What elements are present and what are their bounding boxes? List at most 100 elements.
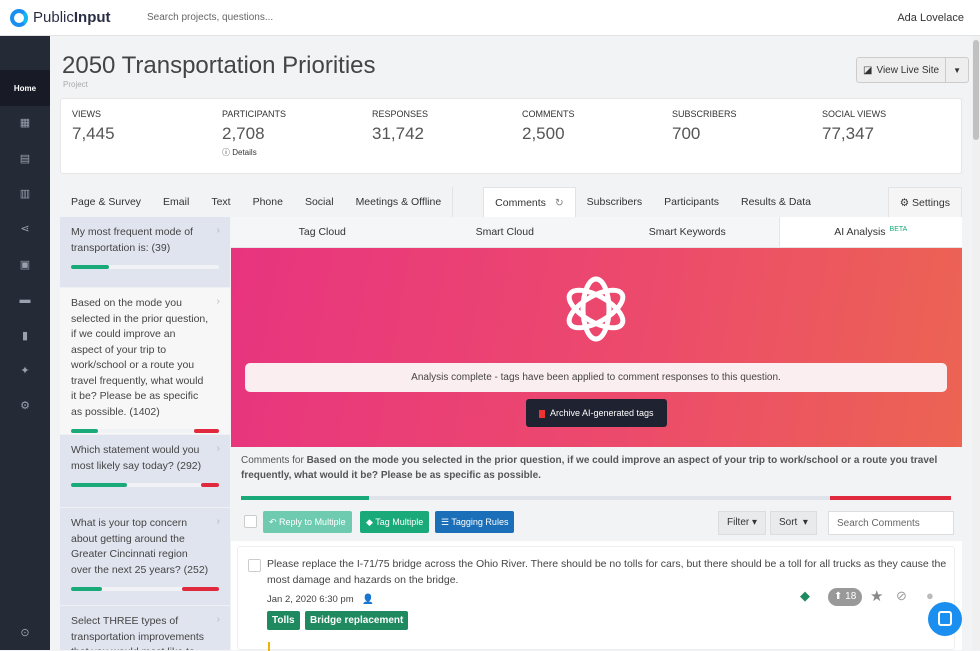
help-icon[interactable]: ⊙	[20, 627, 30, 639]
question-item[interactable]: › Based on the mode you selected in the p…	[60, 288, 230, 435]
subtab-smart-cloud[interactable]: Smart Cloud	[413, 217, 596, 247]
subtab-ai-analysis[interactable]: AI Analysis BETA	[778, 217, 962, 247]
analysis-panel: Tag Cloud Smart Cloud Smart Keywords AI …	[231, 217, 962, 650]
page-subtitle: Project	[63, 80, 88, 89]
reply-multiple-button[interactable]: ↶ Reply to Multiple	[263, 511, 352, 533]
tab-results[interactable]: Results & Data	[740, 196, 812, 208]
global-search-input[interactable]	[147, 12, 447, 23]
comment-date: Jan 2, 2020 6:30 pm 👤	[267, 594, 375, 605]
tab-subscribers[interactable]: Subscribers	[586, 196, 643, 208]
chat-launcher-button[interactable]	[928, 602, 962, 636]
view-live-site-button[interactable]: ◪ View Live Site ▼	[856, 57, 970, 83]
user-icon[interactable]: 👤	[362, 594, 375, 605]
logo[interactable]: PublicInput	[10, 8, 147, 27]
question-item[interactable]: › Select THREE types of transportation im…	[60, 606, 230, 650]
contacts-icon[interactable]: ▣	[19, 259, 31, 271]
chevron-right-icon: ›	[216, 224, 221, 236]
top-bar: PublicInput Ada Lovelace	[0, 0, 980, 36]
question-sentiment-bar	[71, 429, 219, 433]
document-icon[interactable]: ▤	[19, 153, 31, 165]
stat-subscribers: SUBSCRIBERS 700	[672, 109, 737, 143]
upvote-count[interactable]: ⬆ 18	[828, 588, 863, 606]
question-item[interactable]: › What is your top concern about getting …	[60, 508, 230, 606]
openai-logo-icon	[566, 276, 626, 342]
moderate-icon[interactable]: ●	[926, 588, 934, 603]
external-link-icon: ◪	[863, 64, 873, 76]
inbox-icon[interactable]: ▬	[19, 294, 31, 306]
refresh-icon[interactable]: ↻	[554, 197, 564, 209]
star-icon[interactable]: ★	[870, 588, 884, 605]
list-icon: ☰	[441, 517, 452, 527]
comment-checkbox[interactable]	[248, 559, 261, 572]
positive-fill	[71, 429, 98, 433]
hide-icon[interactable]: ⊘	[896, 588, 907, 603]
info-icon: ⓘ	[222, 148, 233, 157]
stats-panel: VIEWS 7,445 PARTICIPANTS 2,708 ⓘ Details RE…	[60, 98, 962, 174]
question-sentiment-bar	[71, 483, 219, 487]
question-text: What is your top concern about getting a…	[71, 517, 209, 576]
tagging-rules-button[interactable]: ☰ Tagging Rules	[435, 511, 515, 533]
positive-fill	[241, 496, 369, 500]
question-text: Select THREE types of transportation imp…	[71, 615, 205, 650]
brand-prefix: Public	[33, 9, 74, 26]
brand-suffix: Input	[73, 9, 111, 26]
sidebar-item-home[interactable]: Home	[0, 70, 50, 106]
ai-banner: Analysis complete - tags have been appli…	[231, 248, 962, 447]
tab-email[interactable]: Email	[163, 196, 190, 208]
tag-chip[interactable]: Bridge replacement	[305, 611, 409, 630]
subtab-tag-cloud[interactable]: Tag Cloud	[231, 217, 414, 247]
stat-social-views: SOCIAL VIEWS 77,347	[822, 109, 887, 143]
gear-icon: ⚙	[899, 197, 910, 209]
book-icon[interactable]: ▮	[21, 330, 29, 342]
logo-icon	[10, 8, 28, 27]
sparkle-icon[interactable]: ✦	[20, 365, 30, 377]
question-sentiment-bar	[71, 265, 219, 269]
chevron-right-icon: ›	[216, 442, 221, 454]
negative-fill	[182, 587, 219, 591]
tab-meetings[interactable]: Meetings & Offline	[345, 187, 454, 217]
question-text: Based on the mode you selected in the pr…	[71, 297, 209, 418]
beta-badge: BETA	[889, 226, 908, 233]
comment-text: Please replace the I-71/75 bridge across…	[267, 558, 947, 586]
filter-button[interactable]: Filter ▾	[718, 511, 767, 535]
tab-text[interactable]: Text	[211, 196, 231, 208]
select-all-checkbox[interactable]	[244, 515, 257, 528]
question-item[interactable]: › My most frequent mode of transportation…	[60, 217, 230, 288]
archive-ai-tags-button[interactable]: Archive AI-generated tags	[526, 399, 667, 427]
analysis-complete-notice: Analysis complete - tags have been appli…	[245, 363, 947, 392]
negative-fill	[193, 429, 219, 433]
subtab-smart-keywords[interactable]: Smart Keywords	[596, 217, 779, 247]
calendar-icon[interactable]: ▦	[19, 117, 31, 129]
search-comments-input[interactable]	[828, 511, 954, 535]
question-item[interactable]: › Which statement would you most likely s…	[60, 435, 230, 508]
tag-icon: ◆	[366, 517, 376, 527]
reply-icon: ↶	[269, 517, 280, 527]
page-scrollbar[interactable]	[972, 36, 980, 650]
stat-responses: RESPONSES 31,742	[372, 109, 429, 143]
tab-page-survey[interactable]: Page & Survey	[71, 196, 142, 208]
details-link[interactable]: ⓘ Details	[222, 148, 257, 157]
map-icon[interactable]: ▥	[19, 188, 31, 200]
chevron-right-icon: ›	[216, 515, 221, 527]
reply-indicator	[268, 642, 270, 651]
tab-comments[interactable]: Comments ↻	[483, 187, 576, 217]
positive-fill	[71, 483, 128, 487]
user-menu[interactable]: Ada Lovelace	[897, 11, 964, 24]
settings-icon[interactable]: ⚙	[20, 400, 30, 412]
settings-button[interactable]: ⚙ Settings	[887, 187, 962, 217]
tab-social[interactable]: Social	[304, 196, 334, 208]
comments-toolbar: ↶ Reply to Multiple ◆ Tag Multiple ☰ Tag…	[231, 505, 962, 541]
tags-icon[interactable]: ◆	[800, 588, 810, 603]
stat-comments: COMMENTS 2,500	[522, 109, 575, 143]
chevron-down-icon[interactable]: ▼	[945, 58, 968, 82]
question-text: Which statement would you most likely sa…	[71, 444, 202, 472]
comments-for-heading: Comments for Based on the mode you selec…	[231, 447, 962, 505]
tab-phone[interactable]: Phone	[252, 196, 283, 208]
share-icon[interactable]: ⋖	[20, 223, 30, 235]
sort-button[interactable]: Sort ▾	[770, 511, 817, 535]
tag-multiple-button[interactable]: ◆ Tag Multiple	[360, 511, 430, 533]
tab-participants[interactable]: Participants	[664, 196, 719, 208]
question-list: › My most frequent mode of transportation…	[60, 217, 230, 650]
positive-fill	[71, 587, 103, 591]
tag-chip[interactable]: Tolls	[267, 611, 300, 630]
